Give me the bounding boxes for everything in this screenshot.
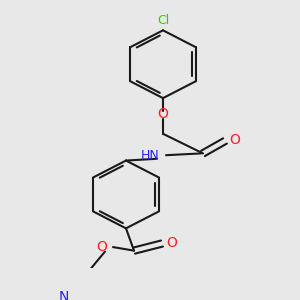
Text: O: O [96,240,107,254]
Text: N: N [59,290,69,300]
Text: O: O [229,133,240,147]
Text: O: O [158,107,168,121]
Text: HN: HN [140,149,159,162]
Text: Cl: Cl [157,14,169,27]
Text: O: O [166,236,177,250]
